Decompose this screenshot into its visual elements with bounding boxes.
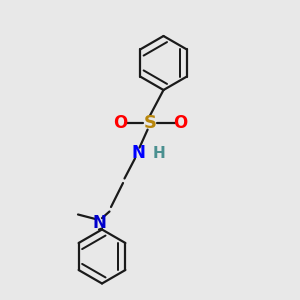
- Text: O: O: [173, 114, 187, 132]
- Text: N: N: [92, 214, 106, 232]
- Text: N: N: [131, 144, 145, 162]
- Text: H: H: [153, 146, 165, 160]
- Text: O: O: [113, 114, 127, 132]
- Text: S: S: [143, 114, 157, 132]
